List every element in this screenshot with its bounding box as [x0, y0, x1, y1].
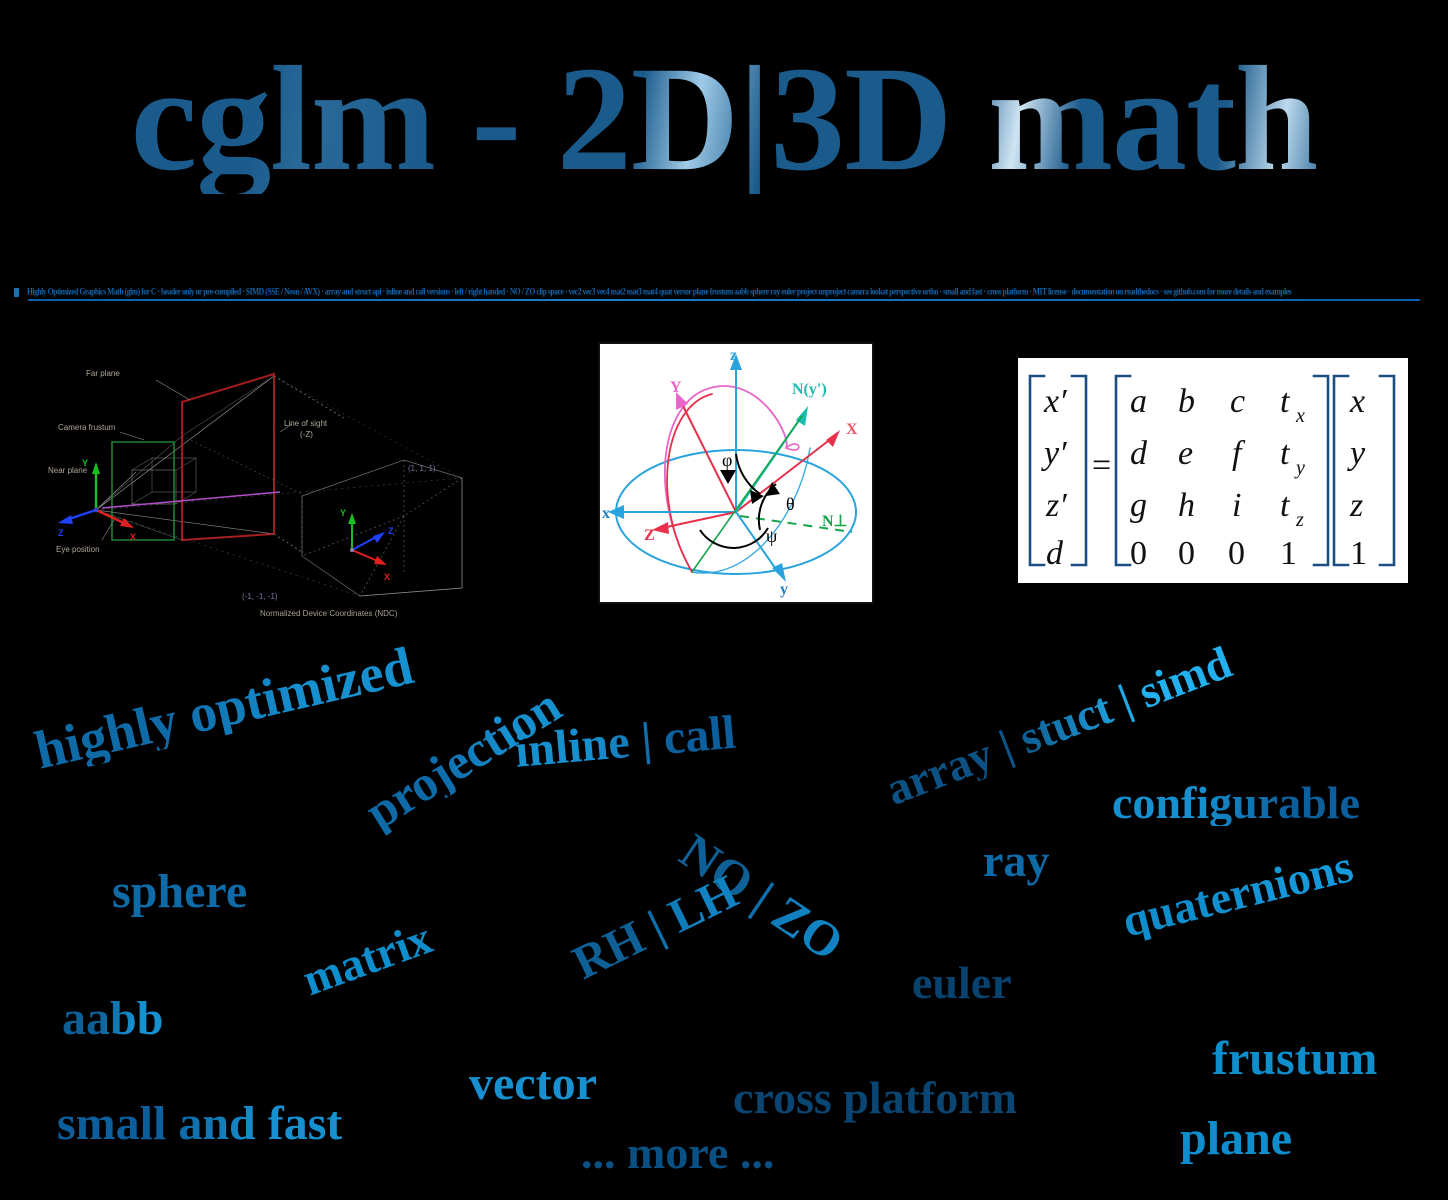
matrix-rhs-2: z: [1349, 487, 1363, 524]
label-camera-frustum: Camera frustum: [58, 423, 116, 432]
matrix-rhs-1: y: [1347, 435, 1366, 472]
label-eye-axis-x: X: [130, 532, 136, 542]
label-ndc-axis-x: X: [384, 572, 390, 582]
matrix-sub-0: x: [1295, 405, 1305, 427]
matrix-rhs-3: 1: [1350, 535, 1367, 572]
matrix-cell-3-1: 0: [1178, 535, 1195, 572]
label-ndc-axis-y: Y: [340, 508, 346, 518]
label-x-upper: X: [846, 421, 858, 438]
matrix-lhs-0: x′: [1043, 383, 1067, 420]
cloud-word: cross platform: [733, 1072, 1018, 1123]
cloud-word: sphere: [112, 865, 248, 918]
matrix-equals: =: [1092, 447, 1111, 484]
label-z-lower: z: [730, 347, 737, 364]
label-ndc-axis-z: Z: [388, 526, 394, 536]
matrix-cell-2-0: g: [1130, 487, 1147, 524]
matrix-cell-0-2: c: [1230, 383, 1245, 420]
label-near-plane: Near plane: [48, 466, 88, 475]
title-block: cglm - 2D|3D math: [0, 44, 1448, 194]
label-n-perp: N⊥: [822, 513, 848, 530]
label-n-y-prime: N(y'): [792, 381, 827, 398]
cloud-word: matrix: [295, 911, 439, 1006]
matrix-lhs-3: d: [1046, 535, 1064, 572]
label-eye-axis-y: Y: [82, 458, 88, 468]
cloud-word: ray: [983, 835, 1050, 886]
label-eye-axis-z: Z: [58, 528, 64, 538]
euler-angles-figure: z Y N(y') X x Z y N⊥ φ θ ψ: [598, 342, 874, 604]
cloud-word: configurable: [1112, 777, 1360, 828]
matrix-sub-1: y: [1294, 457, 1305, 479]
label-ndc-max: (1, 1, 1): [408, 464, 436, 473]
cloud-word: quaternions: [1117, 840, 1358, 947]
matrix-cell-1-3: t: [1280, 435, 1291, 472]
label-eye-position: Eye position: [56, 545, 100, 554]
matrix-lhs-1: y′: [1041, 435, 1067, 472]
cloud-word: RH | LH: [564, 865, 747, 990]
label-ndc-caption: Normalized Device Coordinates (NDC): [260, 609, 398, 618]
matrix-cell-2-2: i: [1232, 487, 1241, 524]
cloud-word: frustum: [1212, 1032, 1378, 1085]
matrix-cell-1-1: e: [1178, 435, 1193, 472]
matrix-cell-0-3: t: [1280, 383, 1291, 420]
horizontal-divider: [28, 299, 1420, 301]
label-line-of-sight-axis: (-Z): [300, 430, 313, 439]
label-angle-theta: θ: [786, 494, 795, 514]
page-title: cglm - 2D|3D math: [0, 44, 1448, 194]
matrix-cell-2-1: h: [1178, 487, 1195, 524]
affine-matrix-figure: x′ y′ z′ d a b c t d e f t g h i t x y z: [1018, 358, 1408, 583]
matrix-cell-1-0: d: [1130, 435, 1148, 472]
matrix-cell-0-0: a: [1130, 383, 1147, 420]
view-frustum-ndc-figure: Far plane Camera frustum Near plane Line…: [44, 344, 500, 620]
matrix-cell-3-2: 0: [1228, 535, 1245, 572]
matrix-sub-2: z: [1295, 509, 1304, 531]
cloud-word: highly optimized: [29, 635, 419, 781]
feature-word-cloud: highly optimized inline | call array | stu…: [0, 610, 1448, 1200]
subtitle-row: Highly Optimized Graphics Math (glm) for…: [14, 283, 1434, 301]
matrix-rhs-0: x: [1349, 383, 1365, 420]
matrix-lhs-2: z′: [1045, 487, 1067, 524]
label-far-plane: Far plane: [86, 369, 120, 378]
matrix-cell-0-1: b: [1178, 383, 1195, 420]
bullet-icon: [14, 287, 19, 297]
cloud-word: plane: [1180, 1112, 1293, 1165]
label-ndc-min: (-1, -1, -1): [242, 592, 278, 601]
cloud-word: vector: [469, 1057, 597, 1110]
cloud-word: euler: [912, 957, 1012, 1008]
label-y-upper: Y: [670, 379, 682, 396]
subtitle-text: Highly Optimized Graphics Math (glm) for…: [27, 287, 1292, 297]
cloud-word: small and fast: [57, 1097, 343, 1150]
label-angle-psi: ψ: [766, 526, 778, 546]
matrix-cell-3-3: 1: [1280, 535, 1297, 572]
matrix-cell-3-0: 0: [1130, 535, 1147, 572]
cloud-word: ... more ...: [581, 1127, 775, 1178]
label-line-of-sight: Line of sight: [284, 419, 328, 428]
label-y-lower: y: [780, 581, 788, 598]
cloud-word: aabb: [62, 992, 164, 1045]
label-angle-phi: φ: [722, 450, 732, 470]
matrix-cell-2-3: t: [1280, 487, 1291, 524]
label-z-upper: Z: [644, 527, 655, 544]
label-x-lower: x: [602, 505, 610, 522]
